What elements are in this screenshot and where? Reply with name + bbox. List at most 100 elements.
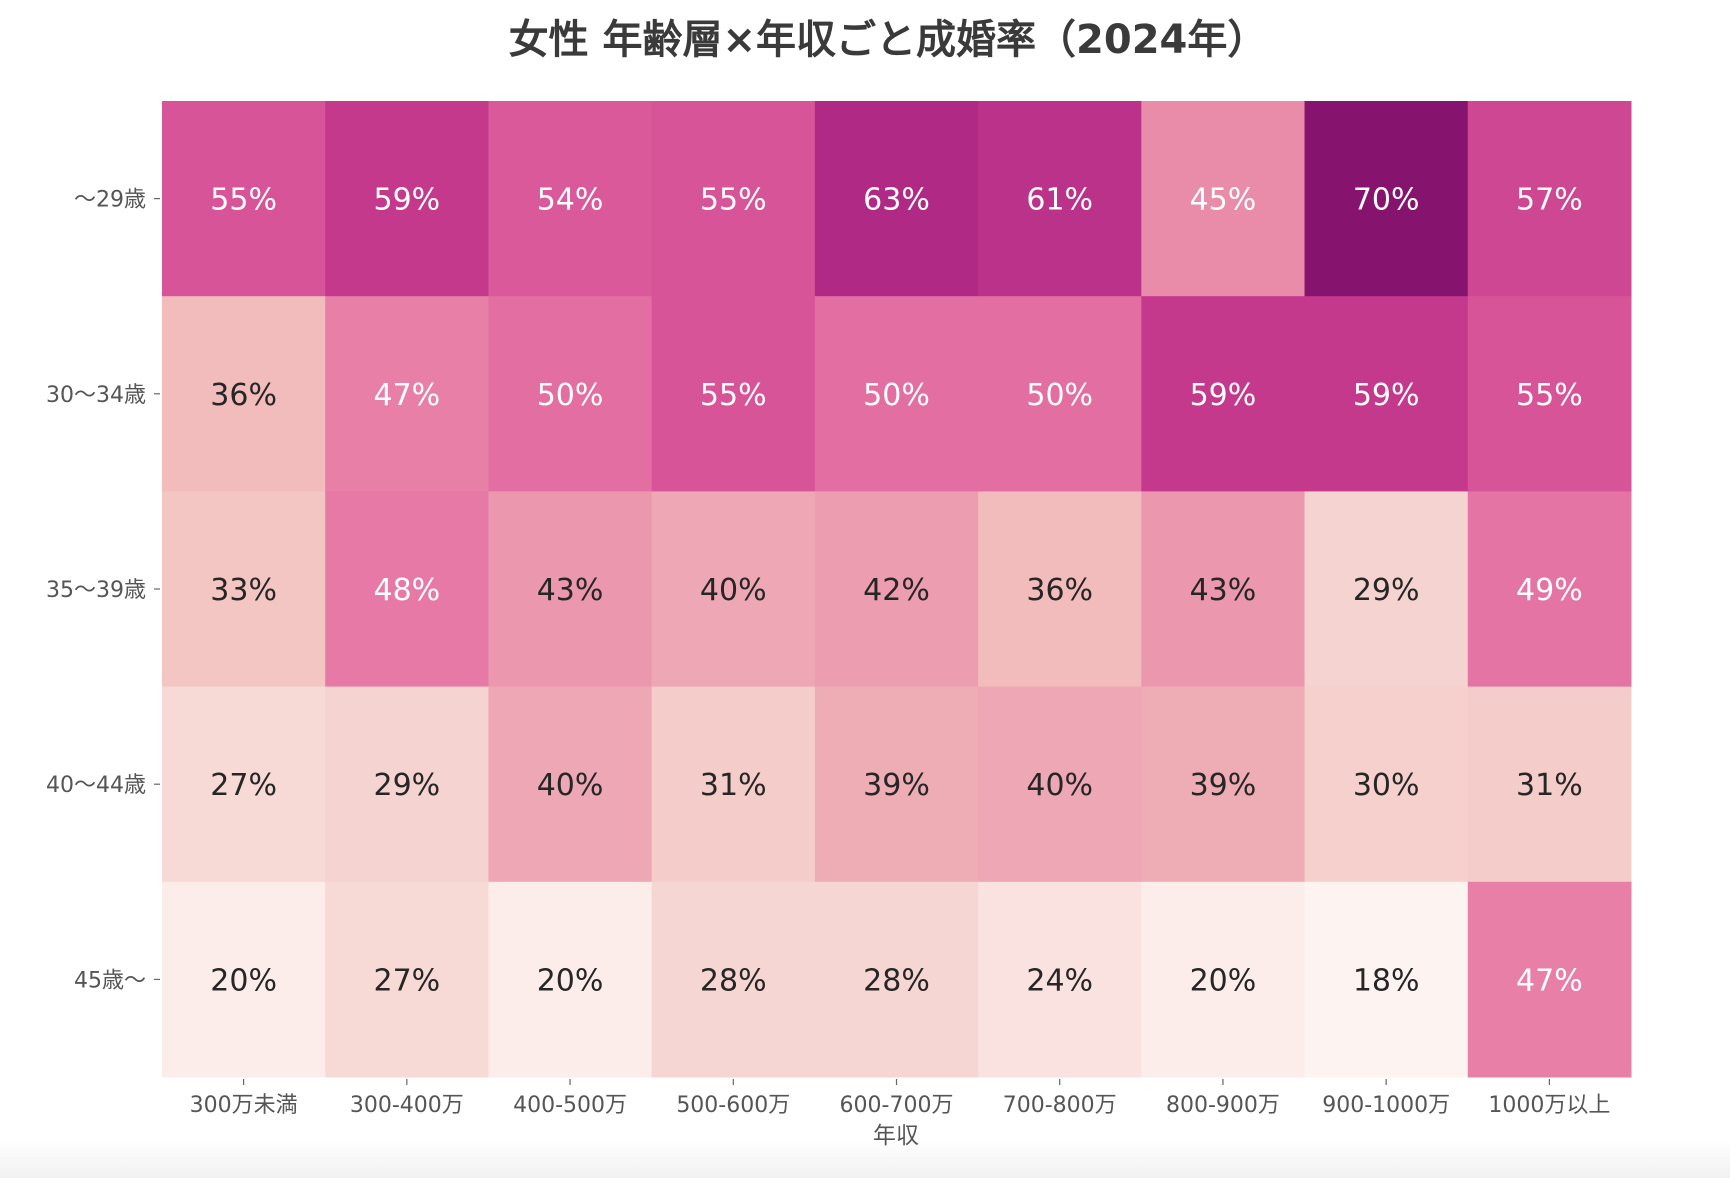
cell-value-label-r4-c3: 28% <box>700 963 767 998</box>
cell-value-label-r0-c8: 57% <box>1516 183 1583 218</box>
heatmap-cell-r2-c3 <box>651 491 816 688</box>
cell-value-label-r4-c8: 47% <box>1516 963 1583 998</box>
cell-value-label-r0-c4: 63% <box>863 183 930 218</box>
heatmap-cell-r2-c1 <box>325 491 489 688</box>
heatmap-cell-r1-c3 <box>651 296 816 492</box>
cell-value-label-r3-c7: 30% <box>1353 768 1420 803</box>
heatmap-cell-r1-c6 <box>1141 296 1306 492</box>
cell-value-label-r2-c1: 48% <box>373 573 440 608</box>
x-axis-label: 年収 <box>873 1123 919 1149</box>
cell-value-label-r1-c3: 55% <box>700 378 767 413</box>
cell-value-label-r3-c2: 40% <box>537 768 604 803</box>
cell-value-label-r4-c2: 20% <box>537 963 604 998</box>
heatmap-cell-r1-c2 <box>488 296 653 492</box>
heatmap-cell-r3-c1 <box>325 686 489 883</box>
heatmap-cell-r4-c5 <box>978 881 1142 1078</box>
chart-title: 女性 年齢層×年収ごと成婚率（2024年） <box>509 17 1268 63</box>
cell-value-label-r2-c5: 36% <box>1026 573 1093 608</box>
cell-value-label-r1-c1: 47% <box>373 378 440 413</box>
heatmap-cell-r3-c5 <box>978 686 1142 883</box>
heatmap-cell-r3-c7 <box>1304 686 1469 883</box>
heatmap-cell-r4-c1 <box>325 881 489 1078</box>
cell-value-label-r2-c0: 33% <box>210 573 277 608</box>
cell-value-label-r4-c4: 28% <box>863 963 930 998</box>
cell-value-label-r0-c2: 54% <box>537 183 604 218</box>
heatmap-cells: 55% 59% 54% 55% 63% 61% 45% 70% 57% 36% 47% 50% 55% 5… <box>162 101 1632 1078</box>
cell-value-label-r3-c5: 40% <box>1026 768 1093 803</box>
cell-value-label-r1-c2: 50% <box>537 378 604 413</box>
heatmap-cell-r3-c8 <box>1467 686 1632 883</box>
cell-value-label-r3-c3: 31% <box>700 768 767 803</box>
x-tick-label-col-8: 1000万以上 <box>1488 1093 1610 1118</box>
cell-value-label-r3-c0: 27% <box>210 768 277 803</box>
cell-value-label-r2-c2: 43% <box>537 573 604 608</box>
heatmap-cell-r1-c0 <box>162 296 326 492</box>
heatmap-cell-r0-c6 <box>1141 101 1306 297</box>
cell-value-label-r0-c3: 55% <box>700 183 767 218</box>
heatmap-cell-r1-c5 <box>978 296 1142 492</box>
heatmap-cell-r1-c4 <box>814 296 979 492</box>
heatmap-cell-r0-c7 <box>1304 101 1469 297</box>
heatmap-cell-r4-c8 <box>1467 881 1632 1078</box>
heatmap-cell-r2-c7 <box>1304 491 1469 688</box>
cell-value-label-r1-c6: 59% <box>1190 378 1257 413</box>
cell-value-label-r4-c5: 24% <box>1026 963 1093 998</box>
cell-value-label-r1-c0: 36% <box>210 378 277 413</box>
cell-value-label-r1-c7: 59% <box>1353 378 1420 413</box>
cell-value-label-r4-c7: 18% <box>1353 963 1420 998</box>
x-tick-label-col-5: 700-800万 <box>1003 1093 1117 1118</box>
heatmap-cell-r0-c3 <box>651 101 816 297</box>
heatmap-cell-r3-c2 <box>488 686 653 883</box>
heatmap-cell-r0-c4 <box>814 101 979 297</box>
cell-value-label-r0-c5: 61% <box>1026 183 1093 218</box>
y-tick-label-1: 30～34歳 <box>46 383 146 408</box>
heatmap-cell-r0-c5 <box>978 101 1142 297</box>
cell-value-label-r0-c1: 59% <box>373 183 440 218</box>
x-tick-label-col-6: 800-900万 <box>1166 1093 1280 1118</box>
y-tick-label-0: ～29歳 <box>74 188 146 213</box>
cell-value-label-r4-c1: 27% <box>373 963 440 998</box>
cell-value-label-r3-c6: 39% <box>1190 768 1257 803</box>
heatmap-cell-r0-c1 <box>325 101 489 297</box>
heatmap-cell-r4-c7 <box>1304 881 1469 1078</box>
cell-value-label-r0-c7: 70% <box>1353 183 1420 218</box>
y-tick-label-4: 45歳～ <box>74 968 146 993</box>
cell-value-label-r1-c8: 55% <box>1516 378 1583 413</box>
heatmap-cell-r0-c8 <box>1467 101 1632 297</box>
cell-value-label-r0-c0: 55% <box>210 183 277 218</box>
cell-value-label-r3-c1: 29% <box>373 768 440 803</box>
x-tick-label-col-7: 900-1000万 <box>1322 1093 1450 1118</box>
heatmap-cell-r3-c0 <box>162 686 326 883</box>
heatmap-cell-r4-c0 <box>162 881 326 1078</box>
cell-value-label-r4-c6: 20% <box>1190 963 1257 998</box>
heatmap-cell-r1-c1 <box>325 296 489 492</box>
cell-value-label-r2-c6: 43% <box>1190 573 1257 608</box>
heatmap-cell-r3-c4 <box>814 686 979 883</box>
heatmap-cell-r0-c0 <box>162 101 326 297</box>
x-tick-label-col-2: 400-500万 <box>513 1093 627 1118</box>
y-axis: ～29歳 30～34歳 35～39歳 40～44歳 45歳～ <box>46 188 160 993</box>
cell-value-label-r4-c0: 20% <box>210 963 277 998</box>
x-tick-label-col-4: 600-700万 <box>840 1093 954 1118</box>
heatmap-cell-r3-c6 <box>1141 686 1306 883</box>
y-tick-label-2: 35～39歳 <box>46 578 146 603</box>
cell-value-label-r3-c4: 39% <box>863 768 930 803</box>
cell-value-label-r1-c4: 50% <box>863 378 930 413</box>
x-tick-label-col-1: 300-400万 <box>350 1093 464 1118</box>
heatmap-cell-r1-c8 <box>1467 296 1632 492</box>
x-tick-label-col-0: 300万未満 <box>190 1093 298 1118</box>
heatmap-cell-r2-c4 <box>814 491 979 688</box>
cell-value-label-r2-c8: 49% <box>1516 573 1583 608</box>
heatmap-cell-r4-c3 <box>651 881 816 1078</box>
cell-value-label-r0-c6: 45% <box>1190 183 1257 218</box>
cell-value-label-r2-c7: 29% <box>1353 573 1420 608</box>
heatmap-cell-r4-c2 <box>488 881 653 1078</box>
heatmap-cell-r2-c2 <box>488 491 653 688</box>
heatmap-cell-r2-c0 <box>162 491 326 688</box>
y-tick-label-3: 40～44歳 <box>46 773 146 798</box>
cell-value-label-r2-c3: 40% <box>700 573 767 608</box>
x-tick-label-col-3: 500-600万 <box>676 1093 790 1118</box>
cell-value-label-r1-c5: 50% <box>1026 378 1093 413</box>
